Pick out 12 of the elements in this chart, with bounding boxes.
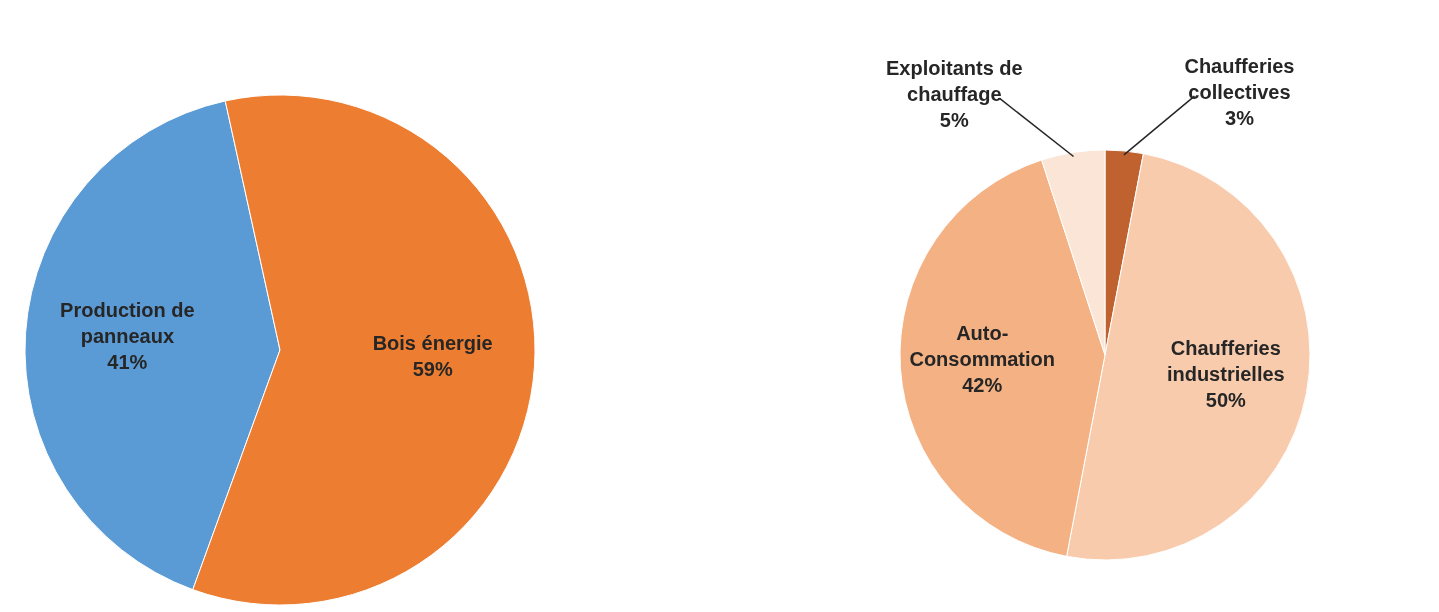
data-label: 50%: [1205, 389, 1247, 412]
data-label: 59%: [412, 358, 453, 381]
slice-label: Chaufferies industrielles: [1166, 337, 1285, 386]
data-label: 5%: [939, 109, 969, 132]
slice-label: Chaufferies collectives: [1184, 55, 1295, 104]
data-label: 42%: [962, 373, 1003, 396]
data-label: 41%: [107, 350, 148, 373]
slice-label: Bois énergie: [372, 332, 493, 355]
slice-label: Exploitants de chauffage: [885, 57, 1023, 106]
slice-label: Production de panneaux: [60, 298, 195, 347]
slice-label: Auto-Consommation: [909, 321, 1056, 370]
data-label: 3%: [1225, 107, 1255, 130]
